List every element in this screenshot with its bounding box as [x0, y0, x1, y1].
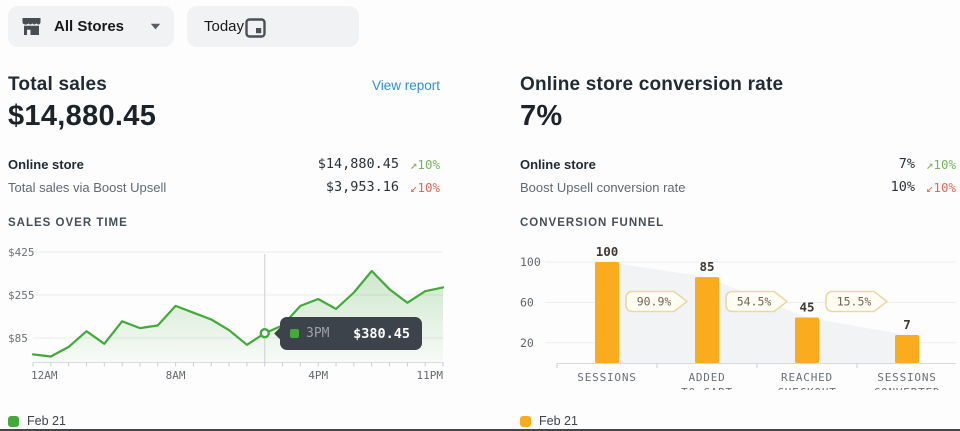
metric-label: Online store — [520, 156, 596, 172]
metric-row-online-store-rate: Online store 7% ↗10% — [520, 154, 956, 174]
svg-text:4PM: 4PM — [308, 369, 328, 382]
conversion-rate-header: Online store conversion rate — [520, 74, 956, 96]
svg-text:85: 85 — [699, 259, 714, 274]
metric-value: $3,953.16 — [325, 179, 399, 195]
metric-label: Boost Upsell conversion rate — [520, 179, 686, 195]
svg-text:90.9%: 90.9% — [637, 295, 672, 309]
date-range-label: Today — [204, 18, 245, 35]
total-sales-header: Total sales View report — [8, 74, 440, 96]
view-report-link[interactable]: View report — [371, 78, 440, 93]
metric-value: $14,880.45 — [317, 156, 399, 172]
svg-text:ADDED: ADDED — [688, 371, 725, 384]
store-selector-label: All Stores — [54, 18, 125, 35]
svg-text:$85: $85 — [8, 332, 28, 345]
svg-text:SESSIONS: SESSIONS — [577, 371, 636, 384]
topbar: All Stores Today — [0, 0, 960, 56]
svg-text:CONVERTED: CONVERTED — [874, 386, 941, 390]
svg-text:54.5%: 54.5% — [737, 295, 772, 309]
svg-text:$255: $255 — [8, 289, 35, 302]
svg-text:REACHED: REACHED — [781, 371, 833, 384]
funnel-chart-legend: Feb 21 — [520, 414, 578, 428]
metric-delta-up: ↗10% — [409, 156, 440, 172]
tooltip-time: 3PM — [306, 326, 330, 341]
svg-text:100: 100 — [520, 255, 541, 269]
tooltip-series-swatch — [290, 329, 299, 338]
legend-label: Feb 21 — [539, 414, 578, 428]
svg-text:60: 60 — [520, 295, 534, 309]
total-sales-panel: Total sales View report $14,880.45 Onlin… — [8, 70, 444, 431]
legend-swatch-orange — [520, 415, 531, 427]
metric-delta-down: ↙10% — [409, 179, 440, 195]
window-bottom-edge — [0, 429, 960, 431]
tooltip-value: $380.45 — [353, 325, 410, 342]
calendar-icon — [244, 15, 267, 39]
conversion-funnel-heading: CONVERSION FUNNEL — [520, 217, 665, 229]
metric-delta-up: ↗10% — [925, 156, 956, 172]
metric-value: 10% — [890, 179, 915, 195]
total-sales-value: $14,880.45 — [8, 100, 157, 132]
legend-label: Feb 21 — [27, 414, 66, 428]
sales-over-time-chart[interactable]: $425 $255 $85 12AM 8AM 4PM 11PM — [8, 242, 444, 390]
metric-row-boost-upsell-rate: Boost Upsell conversion rate 10% ↙10% — [520, 177, 956, 197]
svg-text:$425: $425 — [8, 246, 35, 259]
total-sales-title: Total sales — [8, 74, 107, 95]
metric-row-online-store: Online store $14,880.45 ↗10% — [8, 154, 440, 174]
svg-text:15.5%: 15.5% — [837, 295, 872, 309]
conversion-rate-value: 7% — [520, 100, 563, 132]
sales-over-time-heading: SALES OVER TIME — [8, 217, 128, 229]
svg-text:20: 20 — [520, 336, 534, 350]
conversion-funnel-chart[interactable]: 100 60 20 100 85 45 7 90.9% 54.5% 15.5% SESSIONS AD… — [520, 242, 956, 390]
svg-text:8AM: 8AM — [166, 369, 186, 382]
store-selector-button[interactable]: All Stores — [8, 6, 174, 47]
svg-text:TO CART: TO CART — [681, 386, 733, 390]
metric-row-boost-upsell: Total sales via Boost Upsell $3,953.16 ↙… — [8, 177, 440, 197]
chevron-down-icon — [150, 23, 161, 30]
legend-swatch-green — [8, 415, 19, 427]
metric-label: Online store — [8, 156, 84, 172]
svg-text:11PM: 11PM — [417, 369, 444, 382]
metric-value: 7% — [898, 156, 915, 172]
svg-text:7: 7 — [903, 317, 911, 332]
svg-text:12AM: 12AM — [31, 369, 58, 382]
metric-label: Total sales via Boost Upsell — [8, 179, 167, 195]
svg-text:SESSIONS: SESSIONS — [877, 371, 936, 384]
svg-text:100: 100 — [596, 244, 619, 259]
metric-delta-down: ↙10% — [925, 179, 956, 195]
conversion-rate-panel: Online store conversion rate 7% Online s… — [520, 70, 956, 431]
sales-chart-legend: Feb 21 — [8, 414, 66, 428]
date-range-selector-button[interactable]: Today — [187, 6, 359, 47]
conversion-rate-title: Online store conversion rate — [520, 74, 784, 95]
chart-tooltip: 3PM $380.45 — [280, 317, 422, 350]
svg-text:CHECKOUT: CHECKOUT — [777, 386, 836, 390]
svg-text:45: 45 — [799, 300, 814, 315]
storefront-icon — [21, 17, 42, 36]
